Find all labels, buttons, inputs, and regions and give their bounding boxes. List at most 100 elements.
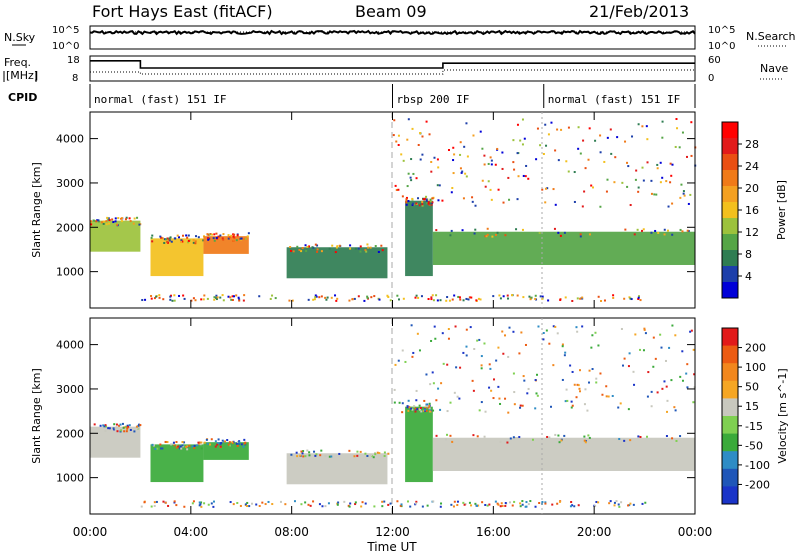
echo-pixel: [686, 229, 689, 232]
echo-pixel: [183, 297, 186, 300]
echo-pixel: [642, 349, 645, 352]
echo-pixel: [469, 326, 472, 329]
echo-pixel: [521, 143, 524, 146]
echo-pixel: [202, 298, 205, 301]
echo-pixel: [160, 236, 163, 239]
colorbar-tick-label: 4: [745, 270, 752, 283]
echo-pixel: [481, 147, 484, 150]
echo-pixel: [353, 455, 356, 458]
echo-pixel: [185, 445, 188, 448]
echo-pixel: [229, 296, 232, 299]
echo-pixel: [429, 383, 432, 386]
echo-pixel: [405, 201, 408, 204]
echo-pixel: [621, 364, 624, 367]
echo-pixel: [200, 447, 203, 450]
echo-pixel: [217, 438, 220, 441]
echo-pixel: [223, 440, 226, 443]
echo-pixel: [416, 332, 419, 335]
echo-pixel: [669, 181, 672, 184]
echo-pixel: [499, 402, 502, 405]
echo-pixel: [446, 433, 449, 436]
colorbar-swatch: [722, 345, 738, 364]
echo-pixel: [227, 295, 230, 298]
echo-pixel: [484, 185, 487, 188]
echo-pixel: [232, 239, 235, 242]
echo-pixel: [565, 388, 568, 391]
echo-pixel: [641, 125, 644, 128]
echo-pixel: [431, 371, 434, 374]
echo-pixel: [584, 441, 587, 444]
echo-pixel: [620, 327, 623, 330]
echo-pixel: [316, 244, 319, 247]
echo-pixel: [206, 233, 209, 236]
echo-pixel: [114, 220, 117, 223]
echo-pixel: [221, 294, 224, 297]
echo-pixel: [314, 294, 317, 297]
echo-pixel: [679, 228, 682, 231]
echo-pixel: [564, 351, 567, 354]
echo-pixel: [178, 447, 181, 450]
echo-pixel: [449, 434, 452, 437]
echo-pixel: [175, 504, 178, 507]
echo-pixel: [416, 407, 419, 410]
echo-pixel: [489, 367, 492, 370]
echo-band: [405, 406, 433, 483]
echo-pixel: [104, 424, 107, 427]
echo-pixel: [150, 297, 153, 300]
echo-pixel: [160, 447, 163, 450]
echo-pixel: [573, 383, 576, 386]
echo-pixel: [135, 425, 138, 428]
echo-pixel: [579, 297, 582, 300]
echo-pixel: [463, 503, 466, 506]
echo-pixel: [453, 500, 456, 503]
echo-pixel: [381, 505, 384, 508]
echo-pixel: [581, 296, 584, 299]
echo-band: [405, 200, 433, 277]
x-tick-label: 12:00: [375, 525, 410, 539]
echo-pixel: [687, 230, 690, 233]
echo-pixel: [411, 127, 414, 130]
colorbar-tick-label: 20: [745, 182, 759, 195]
echo-pixel: [394, 363, 397, 366]
echo-pixel: [507, 355, 510, 358]
echo-pixel: [387, 296, 390, 299]
echo-pixel: [305, 249, 308, 252]
power-colorbar: 28 24 20 16 12 8 4: [721, 121, 759, 299]
echo-pixel: [446, 296, 449, 299]
colorbar-tick-label: 16: [745, 204, 759, 217]
echo-pixel: [458, 397, 461, 400]
echo-pixel: [328, 247, 331, 250]
echo-pixel: [557, 231, 560, 234]
echo-pixel: [186, 236, 189, 239]
echo-pixel: [674, 409, 677, 412]
echo-pixel: [220, 442, 223, 445]
echo-pixel: [430, 298, 433, 301]
echo-band: [286, 453, 388, 485]
echo-pixel: [497, 503, 500, 506]
echo-pixel: [637, 435, 640, 438]
echo-pixel: [90, 220, 93, 223]
echo-pixel: [588, 381, 591, 384]
echo-pixel: [646, 435, 649, 438]
echo-pixel: [215, 298, 218, 301]
echo-pixel: [107, 217, 110, 220]
echo-pixel: [433, 325, 436, 328]
echo-pixel: [395, 188, 398, 191]
echo-pixel: [246, 501, 249, 504]
echo-pixel: [650, 390, 653, 393]
echo-pixel: [576, 297, 579, 300]
echo-pixel: [639, 299, 642, 302]
echo-pixel: [386, 294, 389, 297]
echo-pixel: [291, 454, 294, 457]
echo-pixel: [419, 203, 422, 206]
echo-pixel: [629, 297, 632, 300]
echo-pixel: [124, 218, 127, 221]
echo-pixel: [357, 247, 360, 250]
echo-pixel: [432, 382, 435, 385]
echo-pixel: [617, 503, 620, 506]
echo-pixel: [125, 430, 128, 433]
echo-pixel: [641, 502, 644, 505]
echo-pixel: [170, 443, 173, 446]
echo-pixel: [584, 167, 587, 170]
echo-pixel: [354, 503, 357, 506]
